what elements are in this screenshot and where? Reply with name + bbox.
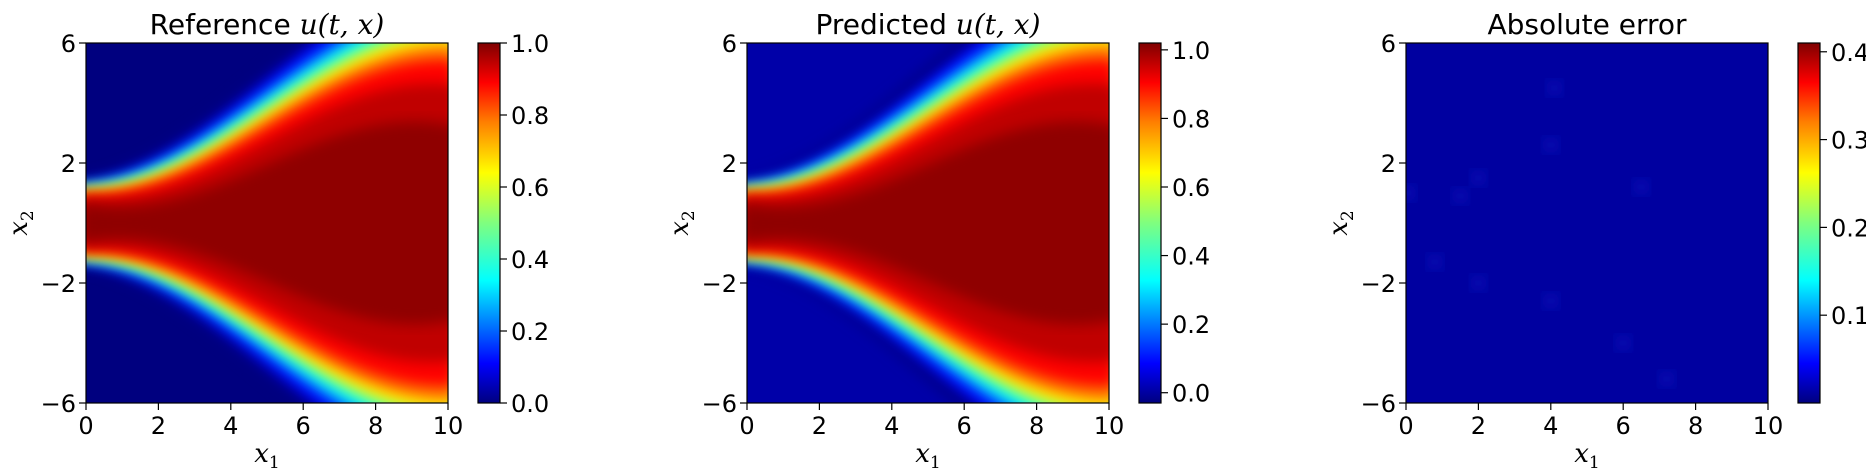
colorbar-tick-label: 0.4 [1172, 243, 1210, 271]
x-tick-label: 8 [1029, 412, 1044, 440]
colorbar-gradient [1139, 43, 1161, 403]
colorbar-tick-label: 0.8 [1172, 105, 1210, 133]
colorbar-tick-label: 0.2 [1831, 214, 1866, 242]
colorbar-tick-label: 1.0 [511, 30, 549, 58]
x-tick-label: 6 [957, 412, 972, 440]
colorbar: 0.0 0.2 0.4 0.6 0.8 1.0 [477, 30, 549, 418]
heatmap-plume [747, 43, 1109, 403]
heatmap-area [86, 43, 448, 403]
y-axis: −6 −2 2 6 [702, 30, 747, 418]
colorbar-tick-label: 1.0 [1172, 37, 1210, 65]
x-tick-label: 4 [884, 412, 899, 440]
x-tick-label: 8 [1688, 412, 1703, 440]
y-tick-label: 2 [1381, 150, 1396, 178]
colorbar-tick-label: 0.4 [511, 246, 549, 274]
x-tick-label: 4 [1543, 412, 1558, 440]
y-tick-label: 2 [61, 150, 76, 178]
x-tick-label: 6 [1616, 412, 1631, 440]
panel-title: Reference u(t, x) [150, 8, 385, 41]
x-axis: 0 2 4 6 8 10 [1398, 403, 1783, 440]
colorbar-tick-label: 0.2 [1172, 311, 1210, 339]
y-tick-label: −6 [702, 390, 737, 418]
x-axis: 0 2 4 6 8 10 [78, 403, 463, 440]
y-tick-label: −2 [702, 270, 737, 298]
x-tick-label: 8 [368, 412, 383, 440]
x-tick-label: 10 [1094, 412, 1125, 440]
x-tick-label: 6 [296, 412, 311, 440]
error-spot [1614, 334, 1633, 352]
panel-title: Absolute error [1487, 8, 1687, 41]
error-spot [1657, 370, 1676, 388]
y-tick-label: 2 [722, 150, 737, 178]
panel-absolute-error: Absolute error 0 2 4 6 8 10 −6−226 x1 x2 0.10… [1324, 8, 1866, 473]
colorbar-tick-label: 0.2 [511, 318, 549, 346]
colorbar: 0.1 0.2 0.3 0.4 [1797, 39, 1866, 404]
x-tick-label: 2 [151, 412, 166, 440]
panel-reference: Reference u(t, x) 0 2 4 6 8 10 −6 −2 2 6 x1 x2 0… [4, 8, 549, 473]
x-axis: 0 2 4 6 8 10 [739, 403, 1124, 440]
error-spot [1469, 169, 1488, 187]
colorbar-tick-label: 0.0 [1172, 380, 1210, 408]
y-tick-label: 6 [1381, 30, 1396, 58]
x-tick-label: 2 [1471, 412, 1486, 440]
y-axis: −6 −2 2 6 [1361, 30, 1406, 418]
colorbar-tick-label: 0.6 [1172, 174, 1210, 202]
colorbar: 0.0 0.2 0.4 0.6 0.8 1.0 [1138, 37, 1210, 408]
heatmap-plume [86, 43, 448, 403]
error-spot [1541, 136, 1560, 154]
error-spot [1425, 253, 1444, 271]
colorbar-tick-label: 0.0 [511, 390, 549, 418]
panel-predicted: Predicted u(t, x) 0 2 4 6 8 10 −6 −2 2 6 x1 x2 0… [665, 8, 1210, 473]
error-spot [1632, 178, 1651, 196]
y-tick-label: −6 [1361, 390, 1396, 418]
colorbar-frame [1797, 42, 1821, 404]
y-axis-label: x2 [665, 210, 699, 236]
y-axis: −6 −2 2 6 [41, 30, 86, 418]
y-tick-label: 6 [61, 30, 76, 58]
error-spot [1451, 187, 1470, 205]
y-tick-label: −2 [41, 270, 76, 298]
y-tick-label: −6 [41, 390, 76, 418]
colorbar-tick-label: 0.4 [1831, 39, 1866, 67]
heatmap-background [1406, 43, 1768, 403]
error-spot [1541, 292, 1560, 310]
x-axis-label: x1 [1574, 439, 1600, 473]
x-axis-label: x1 [254, 439, 280, 473]
heatmap-area [747, 43, 1109, 403]
y-tick-label: −2 [1361, 270, 1396, 298]
error-spot [1469, 274, 1488, 292]
plume-contour-band [86, 121, 448, 325]
plume-contour-band [747, 121, 1109, 325]
plot-frame [1405, 42, 1769, 404]
colorbar-gradient [1798, 43, 1820, 403]
plot-frame [746, 42, 1110, 404]
heatmap-area [1406, 43, 1768, 403]
y-axis-label: x2 [4, 210, 38, 236]
y-axis-label: x2 [1324, 210, 1358, 236]
x-tick-label: 0 [1398, 412, 1413, 440]
colorbar-tick-label: 0.3 [1831, 127, 1866, 155]
colorbar-frame [1138, 42, 1162, 404]
colorbar-frame [477, 42, 501, 404]
error-spot [1406, 184, 1417, 202]
x-tick-label: 10 [1753, 412, 1784, 440]
plot-frame [85, 42, 449, 404]
x-tick-label: 0 [739, 412, 754, 440]
x-axis-label: x1 [915, 439, 941, 473]
panel-title: Predicted u(t, x) [815, 8, 1040, 41]
x-tick-label: 2 [812, 412, 827, 440]
x-tick-label: 0 [78, 412, 93, 440]
x-tick-label: 10 [433, 412, 464, 440]
heatmap-noise [1406, 79, 1676, 388]
error-spot [1545, 79, 1564, 97]
colorbar-tick-label: 0.8 [511, 102, 549, 130]
colorbar-gradient [478, 43, 500, 403]
colorbar-tick-label: 0.6 [511, 174, 549, 202]
y-tick-label: 6 [722, 30, 737, 58]
x-tick-label: 4 [223, 412, 238, 440]
colorbar-tick-label: 0.1 [1831, 302, 1866, 330]
